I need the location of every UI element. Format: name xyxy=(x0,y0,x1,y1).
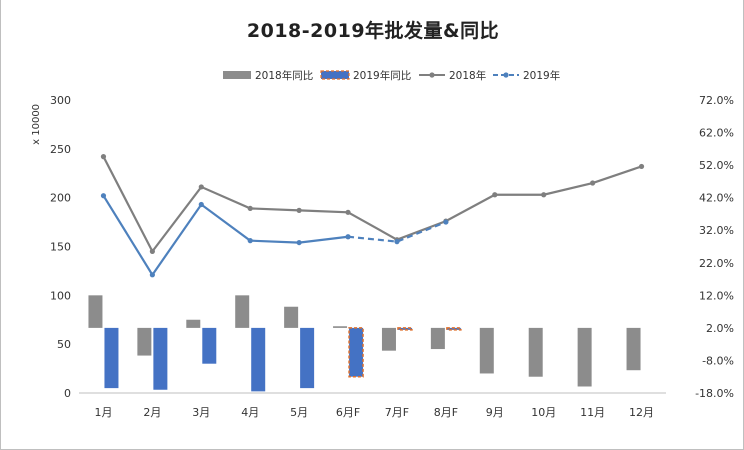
bar-2018-yoy-0 xyxy=(88,295,103,328)
point-2019-4 xyxy=(296,239,302,246)
bar-2019-yoy-7 xyxy=(446,327,462,331)
bar-2018-yoy-2 xyxy=(186,319,201,328)
point-2018-5 xyxy=(345,209,351,215)
point-2019-2 xyxy=(198,201,204,208)
point-2018-0 xyxy=(100,154,107,160)
x-tick-label-11: 12月 xyxy=(629,406,654,419)
x-tick-label-0: 1月 xyxy=(94,406,112,419)
point-2018-2 xyxy=(198,184,204,190)
point-2018-8 xyxy=(492,192,498,198)
x-tick-label-2: 3月 xyxy=(192,406,210,419)
y-left-tick-label-0: 0 xyxy=(64,387,71,400)
bar-2018-yoy-3 xyxy=(235,295,250,328)
bar-2019-yoy-6 xyxy=(397,327,413,331)
bar-2018-yoy-10 xyxy=(577,327,592,387)
bar-2019-yoy-1 xyxy=(153,327,168,390)
y-right-tick-label-4: 22.0% xyxy=(699,257,734,270)
x-tick-label-8: 9月 xyxy=(486,406,504,419)
y-right-tick-label-9: 72.0% xyxy=(699,94,734,107)
y-right-tick-label-1: -8.0% xyxy=(702,354,734,367)
point-2019-1 xyxy=(149,272,155,278)
point-2019-3 xyxy=(247,238,253,244)
point-2018-4 xyxy=(296,207,302,213)
point-2018-1 xyxy=(149,248,155,254)
point-2018-10 xyxy=(590,180,596,186)
bar-2018-yoy-4 xyxy=(284,306,299,328)
y-left-tick-label-300: 300 xyxy=(50,94,71,107)
x-tick-label-1: 2月 xyxy=(143,406,161,419)
y-right-tick-label-2: 2.0% xyxy=(706,322,734,335)
y-right-tick-label-3: 12.0% xyxy=(699,289,734,302)
x-tick-label-7: 8月F xyxy=(434,406,458,419)
y-right-tick-label-7: 52.0% xyxy=(699,159,734,172)
bar-2018-yoy-11 xyxy=(626,327,641,371)
bar-2018-yoy-9 xyxy=(528,327,543,377)
x-tick-label-3: 4月 xyxy=(241,406,259,419)
x-tick-label-10: 11月 xyxy=(580,406,605,419)
y-right-tick-label-0: -18.0% xyxy=(695,387,734,400)
point-2019-6 xyxy=(394,239,400,245)
y-left-tick-label-50: 50 xyxy=(57,338,71,351)
legend-marker-2019-line xyxy=(503,72,509,78)
bar-2018-yoy-7 xyxy=(430,327,445,350)
x-tick-label-4: 5月 xyxy=(290,406,308,419)
y-left-unit-label: x 10000 xyxy=(31,104,42,145)
x-tick-label-9: 10月 xyxy=(531,406,556,419)
legend-label-2018-line: 2018年 xyxy=(449,69,486,82)
bar-2018-yoy-5 xyxy=(333,326,348,328)
bar-2019-yoy-4 xyxy=(300,327,315,389)
y-left-tick-label-150: 150 xyxy=(50,241,71,254)
point-2018-11 xyxy=(638,163,645,170)
point-2019-5 xyxy=(345,234,351,240)
line-2019-solid xyxy=(102,195,349,277)
point-2019-7 xyxy=(443,219,449,225)
legend-label-2018-yoy: 2018年同比 xyxy=(255,69,313,82)
x-tick-label-5: 6月F xyxy=(336,406,360,419)
bar-2018-yoy-6 xyxy=(381,327,396,351)
point-2018-3 xyxy=(247,205,253,212)
y-left-tick-label-250: 250 xyxy=(50,143,71,156)
bar-2019-yoy-5 xyxy=(348,327,364,378)
bar-2018-yoy-1 xyxy=(137,327,152,356)
legend-label-2019-yoy: 2019年同比 xyxy=(353,69,411,82)
y-right-tick-label-5: 32.0% xyxy=(699,224,734,237)
bar-2018-yoy-8 xyxy=(479,327,494,374)
point-2018-9 xyxy=(541,192,547,198)
legend-marker-2018-line xyxy=(429,72,435,78)
legend-swatch-2019-yoy xyxy=(320,70,350,80)
x-tick-label-6: 7月F xyxy=(385,406,409,419)
y-left-tick-label-200: 200 xyxy=(50,192,71,205)
line-2018-solid xyxy=(102,156,642,254)
point-2019-0 xyxy=(100,193,107,199)
y-right-tick-label-6: 42.0% xyxy=(699,192,734,205)
bar-2019-yoy-3 xyxy=(251,327,266,392)
y-left-tick-label-100: 100 xyxy=(50,289,71,302)
legend-label-2019-line: 2019年 xyxy=(523,69,560,82)
line-2019-forecast xyxy=(347,221,447,243)
chart-title: 2018-2019年批发量&同比 xyxy=(246,20,500,42)
bar-2019-yoy-2 xyxy=(202,327,217,364)
bar-2019-yoy-0 xyxy=(104,327,119,389)
legend-swatch-2018-yoy xyxy=(223,71,251,79)
y-right-tick-label-8: 62.0% xyxy=(699,127,734,140)
